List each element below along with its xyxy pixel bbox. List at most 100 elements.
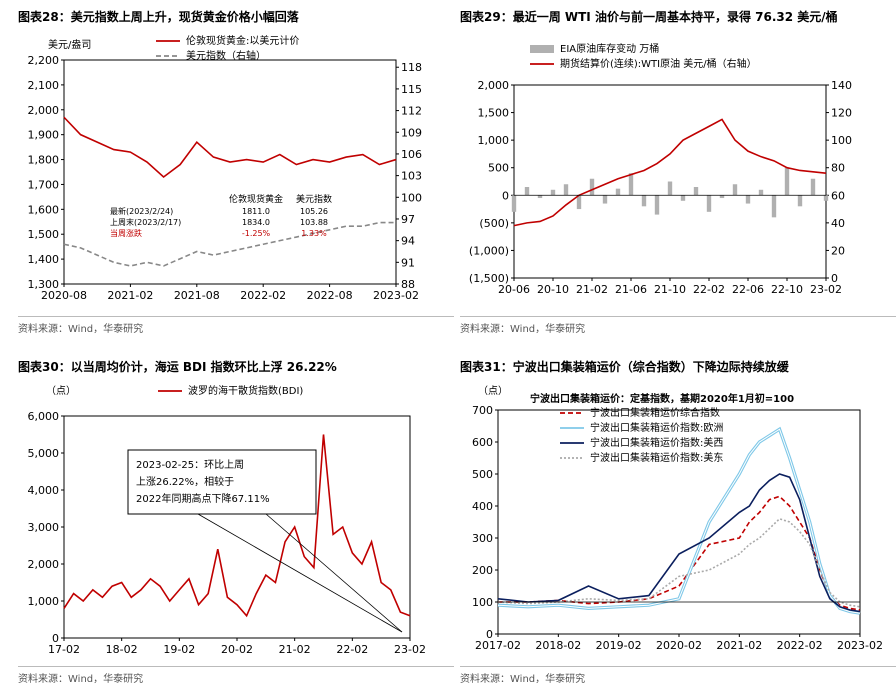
x-tick-label: 20-10: [537, 283, 569, 296]
x-tick-label: 21-02: [576, 283, 608, 296]
chart-panel-ningbo: 图表31：宁波出口集装箱运价（综合指数）下降边际持续放缓 0 100 200 300 4…: [460, 350, 896, 690]
y2-tick-label: 140: [831, 79, 852, 92]
table-header: 美元指数: [296, 193, 332, 205]
data-bar: [602, 195, 608, 204]
x-tick-label: 2017-02: [475, 639, 521, 652]
y-axis-unit: 美元/盎司: [48, 38, 91, 51]
x-tick-label: 2023-02: [837, 639, 883, 652]
legend-label: 宁波出口集装箱运价指数:美西: [590, 436, 723, 449]
table-row-label: 当周涨跌: [110, 228, 142, 238]
y-tick-label: 1,400: [28, 253, 60, 266]
data-bar: [784, 167, 790, 196]
data-bar: [797, 195, 803, 207]
data-bar: [758, 189, 764, 196]
data-bar: [628, 173, 634, 196]
series-line-inner: [497, 428, 861, 614]
wti-eia-chart: (1,500)(1,000)(500)05001,0001,5002,00002…: [469, 42, 852, 296]
y2-tick-label: 60: [831, 189, 845, 202]
x-tick-label: 17-02: [48, 643, 80, 656]
y-tick-label: 200: [472, 564, 493, 577]
table-header: 伦敦现货黄金: [229, 193, 283, 205]
x-tick-label: 2021-02: [107, 289, 153, 302]
y-tick-label: 1,900: [28, 129, 60, 142]
source-divider: [460, 316, 896, 317]
bdi-chart: 0 1,000 2,000 3,000 4,000 5,000 6,000 17-02 18-0…: [28, 384, 426, 656]
data-bar: [615, 188, 621, 196]
x-tick-label: 22-06: [732, 283, 764, 296]
y-tick-label: 0: [486, 628, 493, 641]
x-tick-label: 2021-08: [174, 289, 220, 302]
y-tick-label: 1,000: [478, 134, 510, 147]
source-note: 资料来源：Wind，华泰研究: [460, 674, 586, 685]
y2-tick-label: 115: [401, 83, 422, 96]
plot-frame: [63, 59, 397, 285]
y2-tick-label: 88: [401, 278, 415, 291]
legend-label: 宁波出口集装箱运价指数:美东: [590, 451, 723, 464]
chart-title: 图表30：以当周均价计，海运 BDI 指数环比上浮 26.22%: [18, 360, 337, 374]
y-tick-label: 2,000: [28, 104, 60, 117]
data-bar: [511, 195, 517, 212]
y-tick-label: 500: [488, 162, 509, 175]
data-bar: [589, 178, 595, 196]
x-tick-label: 22-02: [336, 643, 368, 656]
y2-tick-label: 80: [831, 162, 845, 175]
y-tick-label: 300: [472, 532, 493, 545]
y-tick-label: 2,000: [478, 79, 510, 92]
x-tick-label: 2023-02: [373, 289, 419, 302]
y-tick-label: 6,000: [28, 410, 60, 423]
data-bar: [563, 184, 569, 196]
y-axis-unit: （点）: [46, 385, 76, 397]
data-bar: [706, 195, 712, 212]
x-tick-label: 20-06: [498, 283, 530, 296]
y-tick-label: 2,000: [28, 558, 60, 571]
y-tick-label: (1,500): [469, 272, 509, 285]
y2-tick-label: 103: [401, 170, 422, 183]
annotation-text: 2022年同期高点下降67.11%: [136, 492, 270, 505]
series-line: [497, 517, 861, 608]
table-cell: 1834.0: [242, 218, 270, 227]
legend-label: 宁波出口集装箱运价指数:欧洲: [590, 421, 723, 434]
y2-tick-label: 97: [401, 213, 415, 226]
y-tick-label: 100: [472, 596, 493, 609]
table-row-label: 最新(2023/2/24): [110, 206, 173, 216]
y2-tick-label: 94: [401, 235, 415, 248]
y2-tick-label: 109: [401, 126, 422, 139]
y-tick-label: 1,000: [28, 595, 60, 608]
y-tick-label: 600: [472, 436, 493, 449]
x-tick-label: 2020-02: [656, 639, 702, 652]
legend-swatch: [530, 45, 554, 53]
y2-tick-label: 100: [401, 191, 422, 204]
y-tick-label: 400: [472, 500, 493, 513]
legend-label: EIA原油库存变动 万桶: [560, 42, 659, 55]
y-tick-label: 0: [52, 632, 59, 645]
y2-tick-label: 20: [831, 244, 845, 257]
legend-label: 伦敦现货黄金:以美元计价: [186, 34, 299, 47]
y2-tick-label: 40: [831, 217, 845, 230]
table-cell: 1811.0: [242, 207, 270, 216]
chart-title: 图表29：最近一周 WTI 油价与前一周基本持平，录得 76.32 美元/桶: [460, 10, 838, 24]
data-bar: [641, 195, 647, 207]
x-tick-label: 21-10: [654, 283, 686, 296]
series-line: [497, 473, 861, 613]
data-bar: [654, 195, 660, 215]
y-axis-unit: （点）: [478, 385, 508, 397]
chart-title: 图表31：宁波出口集装箱运价（综合指数）下降边际持续放缓: [460, 360, 789, 374]
legend-label: 波罗的海干散货指数(BDI): [188, 384, 303, 397]
chart-panel-wti-eia: 图表29：最近一周 WTI 油价与前一周基本持平，录得 76.32 美元/桶 (…: [460, 0, 896, 340]
y-tick-label: 0: [502, 189, 509, 202]
y2-tick-label: 118: [401, 61, 422, 74]
table-row-label: 上周末(2023/2/17): [110, 217, 181, 227]
x-tick-label: 21-06: [615, 283, 647, 296]
series-line: [63, 434, 411, 618]
data-bar: [524, 187, 530, 196]
data-bar: [719, 195, 725, 199]
y-tick-label: 1,500: [478, 107, 510, 120]
data-bar: [576, 195, 582, 210]
annotation-box: [127, 449, 317, 515]
x-tick-label: 20-02: [221, 643, 253, 656]
chart-title: 图表28：美元指数上周上升，现货黄金价格小幅回落: [18, 10, 299, 24]
y-tick-label: 2,100: [28, 79, 60, 92]
source-note: 资料来源：Wind，华泰研究: [18, 324, 144, 335]
annotation-pointer: [265, 513, 403, 633]
series-line: [63, 116, 397, 179]
